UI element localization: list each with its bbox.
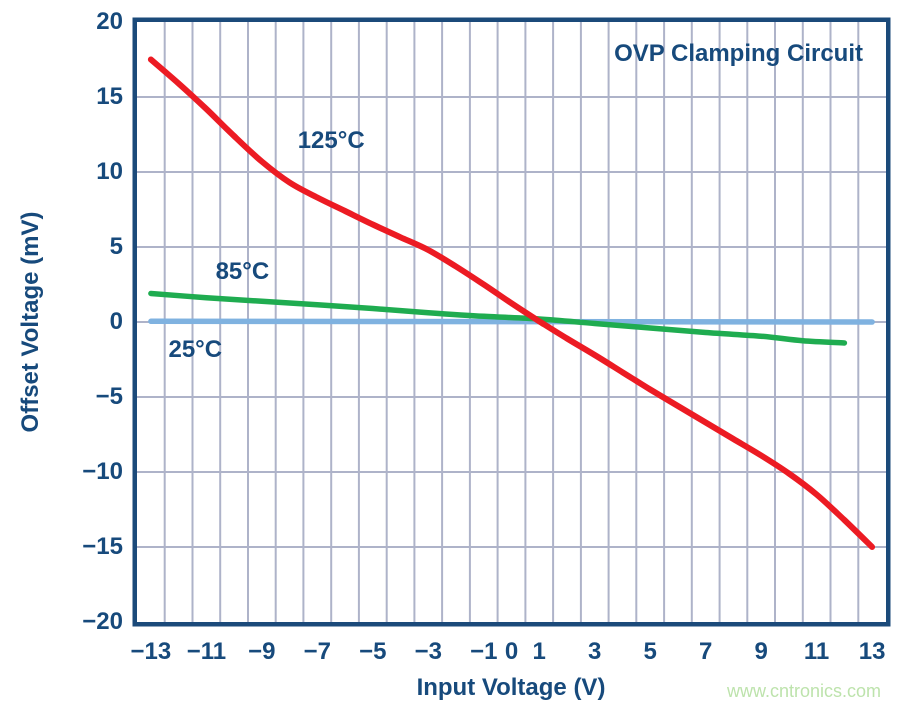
x-tick-label: −13: [130, 638, 172, 665]
y-tick-label: 20: [96, 8, 123, 35]
x-tick-label: −7: [303, 638, 331, 665]
chart-title: OVP Clamping Circuit: [614, 40, 863, 67]
x-tick-label: 3: [588, 638, 602, 665]
y-tick-label: 5: [109, 233, 123, 260]
x-tick-label: −9: [248, 638, 276, 665]
y-tick-label: 15: [96, 83, 123, 110]
y-tick-label: −20: [82, 608, 123, 635]
x-tick-label: 13: [858, 638, 886, 665]
x-tick-label: −11: [186, 638, 227, 665]
series-label-125c: 125°C: [297, 126, 365, 154]
x-tick-label: 7: [699, 638, 713, 665]
x-tick-label: 1: [532, 638, 546, 665]
series-label-85c: 85°C: [215, 257, 270, 285]
x-tick-label: −1: [470, 638, 498, 665]
x-tick-label: 11: [803, 638, 830, 665]
x-tick-label: 9: [754, 638, 768, 665]
x-tick-label: 0: [504, 638, 519, 665]
y-tick-label: 0: [109, 308, 123, 335]
x-tick-label: −3: [414, 638, 442, 665]
series-curve-85c: [148, 290, 848, 346]
y-axis-title: Offset Voltage (mV): [17, 211, 44, 433]
series-curve-125c: [147, 56, 876, 550]
x-axis-title: Input Voltage (V): [416, 674, 606, 701]
watermark: www.cntronics.com: [726, 681, 881, 701]
x-tick-label: −5: [359, 638, 387, 665]
x-tick-label: 5: [643, 638, 657, 665]
y-tick-label: −5: [95, 383, 123, 410]
plot-frame: [132, 17, 891, 627]
y-tick-label: 10: [96, 158, 123, 185]
series-curve-25c: [148, 318, 875, 325]
series-label-25c: 25°C: [168, 335, 223, 363]
y-tick-label: −10: [82, 458, 123, 485]
y-tick-label: −15: [82, 533, 123, 560]
